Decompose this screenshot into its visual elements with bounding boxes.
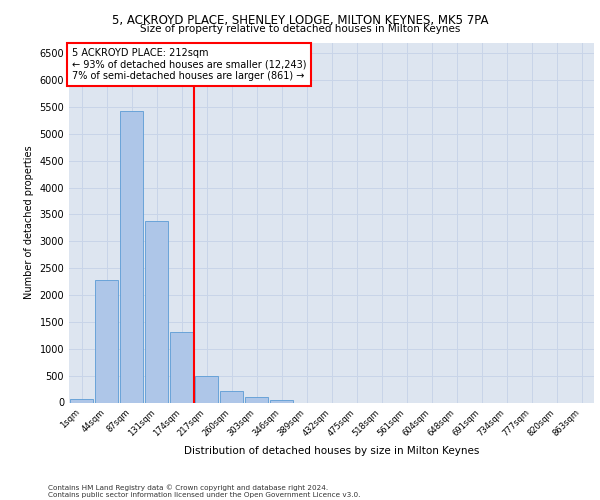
Bar [245,398,268,402]
Text: Contains public sector information licensed under the Open Government Licence v3: Contains public sector information licen… [48,492,361,498]
Text: Contains HM Land Registry data © Crown copyright and database right 2024.: Contains HM Land Registry data © Crown c… [48,484,328,491]
Bar [145,221,168,402]
Text: 5, ACKROYD PLACE, SHENLEY LODGE, MILTON KEYNES, MK5 7PA: 5, ACKROYD PLACE, SHENLEY LODGE, MILTON … [112,14,488,27]
Bar [270,400,293,402]
Bar [70,398,93,402]
Bar [95,280,118,402]
Bar [170,332,193,402]
X-axis label: Distribution of detached houses by size in Milton Keynes: Distribution of detached houses by size … [184,446,479,456]
Bar [120,112,143,403]
Y-axis label: Number of detached properties: Number of detached properties [24,146,34,300]
Text: 5 ACKROYD PLACE: 212sqm
← 93% of detached houses are smaller (12,243)
7% of semi: 5 ACKROYD PLACE: 212sqm ← 93% of detache… [71,48,306,81]
Text: Size of property relative to detached houses in Milton Keynes: Size of property relative to detached ho… [140,24,460,34]
Bar [195,376,218,402]
Bar [220,391,243,402]
